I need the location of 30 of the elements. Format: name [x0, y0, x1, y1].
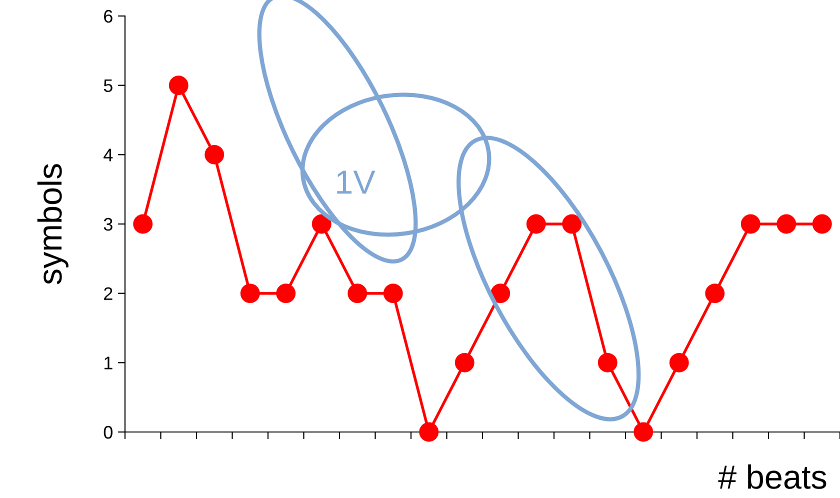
point — [634, 422, 654, 442]
point — [705, 284, 725, 304]
x-axis-title: # beats — [718, 464, 826, 489]
point — [669, 352, 689, 372]
point — [348, 284, 368, 304]
point — [740, 214, 760, 234]
y-tick-label: 0 — [104, 426, 112, 439]
y-tick-label: 3 — [104, 218, 112, 231]
point — [812, 214, 832, 234]
point — [240, 284, 260, 304]
point — [454, 352, 474, 372]
point — [133, 214, 153, 234]
point — [312, 214, 332, 234]
point — [204, 144, 224, 164]
y-tick-label: 2 — [104, 287, 112, 300]
point — [526, 214, 546, 234]
point — [276, 284, 296, 304]
y-tick-label: 6 — [104, 10, 112, 23]
point — [598, 352, 618, 372]
y-tick-label: 4 — [104, 148, 113, 162]
point — [490, 284, 510, 304]
annotation: 1V — [337, 170, 376, 194]
point — [168, 76, 188, 96]
point — [776, 214, 796, 234]
point — [419, 422, 439, 442]
point — [383, 284, 403, 304]
y-tick-label: 1 — [104, 356, 112, 370]
y-axis-title: symbols — [37, 164, 68, 284]
point — [562, 214, 582, 234]
y-tick-label: 5 — [104, 79, 112, 92]
